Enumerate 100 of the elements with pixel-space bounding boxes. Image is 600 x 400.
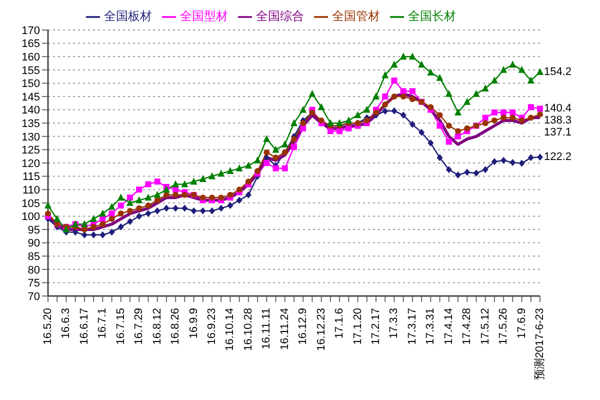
legend-label: 全国长材 <box>408 9 456 23</box>
point <box>445 90 452 97</box>
y-tick-label: 130 <box>22 131 40 144</box>
point <box>409 120 416 128</box>
point <box>108 228 115 236</box>
point <box>172 192 179 198</box>
point <box>90 231 97 238</box>
x-tick-label: 17.1.20 <box>352 308 364 345</box>
point <box>263 135 270 142</box>
point <box>227 192 234 198</box>
point <box>364 117 370 124</box>
x-tick-label: 16.7.29 <box>133 308 146 345</box>
point <box>400 94 406 100</box>
point <box>326 119 334 126</box>
x-tick-label: 16.11.11 <box>260 308 273 350</box>
point <box>100 231 106 238</box>
point <box>145 210 152 218</box>
y-tick-label: 165 <box>22 38 40 50</box>
y-tick-label: 140 <box>22 104 40 117</box>
point <box>218 170 225 177</box>
point <box>372 92 380 100</box>
point <box>154 190 161 198</box>
point <box>136 212 142 220</box>
point <box>81 231 88 238</box>
point <box>54 214 61 222</box>
legend-label: 全国管材 <box>332 9 380 23</box>
point <box>500 114 507 121</box>
y-tick-label: 115 <box>22 171 40 184</box>
point <box>510 158 516 166</box>
point <box>245 178 252 185</box>
y-tick-label: 110 <box>22 184 40 197</box>
point <box>118 202 124 209</box>
point <box>272 165 279 172</box>
point <box>45 210 51 217</box>
point <box>408 52 416 60</box>
x-tick-label: 16.7.1 <box>96 308 109 339</box>
point <box>482 120 488 126</box>
point <box>390 60 398 68</box>
point <box>455 128 461 134</box>
point <box>382 94 388 100</box>
y-tick-label: 135 <box>22 118 40 130</box>
point <box>264 149 270 156</box>
point <box>418 60 426 68</box>
point <box>181 180 188 188</box>
x-tick-label: 16.6.17 <box>78 308 90 345</box>
point <box>226 166 234 174</box>
point <box>308 90 316 97</box>
point <box>154 207 160 214</box>
point <box>518 117 525 124</box>
legend-label: 全国型材 <box>180 9 228 23</box>
point <box>346 125 352 132</box>
x-tick-label: 17.2.17 <box>370 308 382 345</box>
point <box>373 109 379 116</box>
x-tick-label: 16.11.24 <box>278 308 291 350</box>
point <box>118 223 124 230</box>
point <box>490 76 498 84</box>
x-tick-label: 17.6.9 <box>516 308 528 339</box>
x-tick-label: 17.5.26 <box>498 308 510 345</box>
point <box>446 166 452 174</box>
point <box>400 88 406 94</box>
point <box>354 111 362 118</box>
point <box>236 196 242 204</box>
point <box>464 125 470 132</box>
point <box>199 174 206 182</box>
point <box>472 90 480 97</box>
point <box>518 160 525 167</box>
point <box>90 214 98 222</box>
point <box>136 205 142 212</box>
x-tick-label: 17.5.12 <box>479 308 492 345</box>
point <box>254 168 261 174</box>
point <box>218 194 224 201</box>
point <box>418 128 425 136</box>
x-tick-label: 16.10.14 <box>224 308 236 351</box>
point <box>427 68 434 76</box>
point <box>145 202 152 209</box>
point <box>318 103 325 110</box>
point <box>327 128 334 134</box>
point <box>473 170 480 177</box>
y-tick-label: 155 <box>22 64 40 77</box>
legend-label: 全国板材 <box>104 9 152 23</box>
y-tick-label: 90 <box>28 238 40 250</box>
y-tick-label: 85 <box>28 251 40 264</box>
point <box>300 125 306 132</box>
annotation: 154.2 <box>544 66 572 78</box>
point <box>436 122 443 129</box>
point <box>108 202 116 210</box>
annotation: 137.1 <box>544 126 572 139</box>
point <box>528 154 534 162</box>
point <box>190 207 197 214</box>
y-tick-label: 75 <box>28 278 40 290</box>
point <box>491 158 498 166</box>
point <box>291 136 297 142</box>
point <box>400 52 407 60</box>
point <box>436 74 444 81</box>
point <box>500 109 507 116</box>
point <box>136 196 143 204</box>
point <box>145 181 152 188</box>
point <box>336 128 343 134</box>
point <box>527 76 534 84</box>
point <box>244 162 252 169</box>
